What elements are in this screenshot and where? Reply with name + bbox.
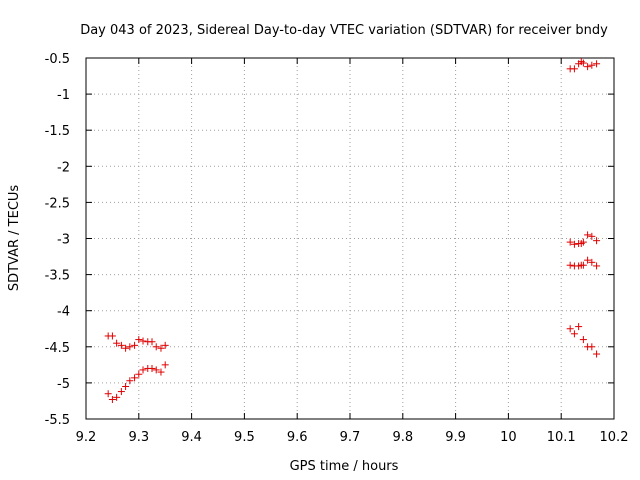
data-point <box>139 366 147 374</box>
data-point <box>135 370 143 378</box>
x-tick-label: 9.4 <box>181 430 202 445</box>
data-point <box>588 343 596 351</box>
data-point <box>126 343 134 351</box>
data-point <box>570 330 578 338</box>
data-point <box>588 232 596 240</box>
y-axis-label: SDTVAR / TECUs <box>7 185 22 292</box>
data-point <box>131 374 139 382</box>
y-tick-label: -2 <box>57 160 70 175</box>
x-tick-label: 9.6 <box>287 430 308 445</box>
chart-title: Day 043 of 2023, Sidereal Day-to-day VTE… <box>80 23 608 38</box>
y-tick-label: -1 <box>57 88 70 103</box>
x-tick-label: 9.8 <box>392 430 413 445</box>
x-tick-label: 9.9 <box>445 430 466 445</box>
data-point <box>157 368 165 376</box>
grid-layer <box>86 58 614 419</box>
data-point <box>588 258 596 266</box>
data-point <box>579 261 587 269</box>
data-point <box>584 256 592 264</box>
y-tick-label: -1.5 <box>45 124 70 139</box>
data-point <box>139 337 147 345</box>
ticks-layer: 9.2 9.3 9.4 9.5 9.6 9.7 9.8 9.9 10 10.1 10.2 -0.5 -1… <box>45 52 629 445</box>
data-point <box>131 341 139 349</box>
y-tick-label: -0.5 <box>45 52 70 67</box>
y-tick-label: -5 <box>57 377 70 392</box>
data-point <box>593 60 601 68</box>
x-tick-label: 10.1 <box>547 430 576 445</box>
data-point <box>593 350 601 358</box>
data-point <box>566 325 574 333</box>
data-point <box>135 336 143 344</box>
data-point <box>593 262 601 270</box>
data-point <box>148 338 156 346</box>
y-tick-label: -5.5 <box>45 413 70 428</box>
data-point <box>579 238 587 246</box>
x-tick-label: 9.3 <box>128 430 149 445</box>
data-point <box>126 377 134 385</box>
data-point <box>593 237 601 245</box>
data-point <box>113 339 121 347</box>
y-tick-label: -3 <box>57 233 70 248</box>
data-point <box>161 361 169 369</box>
data-point <box>579 59 587 67</box>
x-tick-label: 10.2 <box>600 430 629 445</box>
data-point <box>117 388 125 396</box>
y-tick-label: -2.5 <box>45 196 70 211</box>
data-point <box>566 261 574 269</box>
data-point <box>575 323 583 331</box>
data-point <box>584 231 592 239</box>
x-tick-label: 10 <box>500 430 517 445</box>
data-point <box>152 366 160 374</box>
data-point <box>113 393 121 401</box>
points-layer <box>104 58 601 404</box>
data-point <box>588 61 596 69</box>
data-point <box>108 332 116 340</box>
data-point <box>104 390 112 398</box>
data-point <box>152 343 160 351</box>
data-point <box>570 65 578 73</box>
y-tick-label: -4 <box>57 305 70 320</box>
x-tick-label: 9.7 <box>340 430 361 445</box>
data-point <box>148 364 156 372</box>
data-point <box>108 396 116 404</box>
x-tick-label: 9.2 <box>76 430 97 445</box>
x-axis-label: GPS time / hours <box>290 459 399 474</box>
y-tick-label: -3.5 <box>45 269 70 284</box>
data-point <box>570 240 578 248</box>
data-point <box>584 63 592 71</box>
data-point <box>122 383 130 391</box>
x-tick-label: 9.5 <box>234 430 255 445</box>
data-point <box>157 344 165 352</box>
data-point <box>117 341 125 349</box>
data-point <box>566 238 574 246</box>
y-tick-label: -4.5 <box>45 341 70 356</box>
data-point <box>122 344 130 352</box>
data-point <box>161 341 169 349</box>
data-point <box>579 336 587 344</box>
